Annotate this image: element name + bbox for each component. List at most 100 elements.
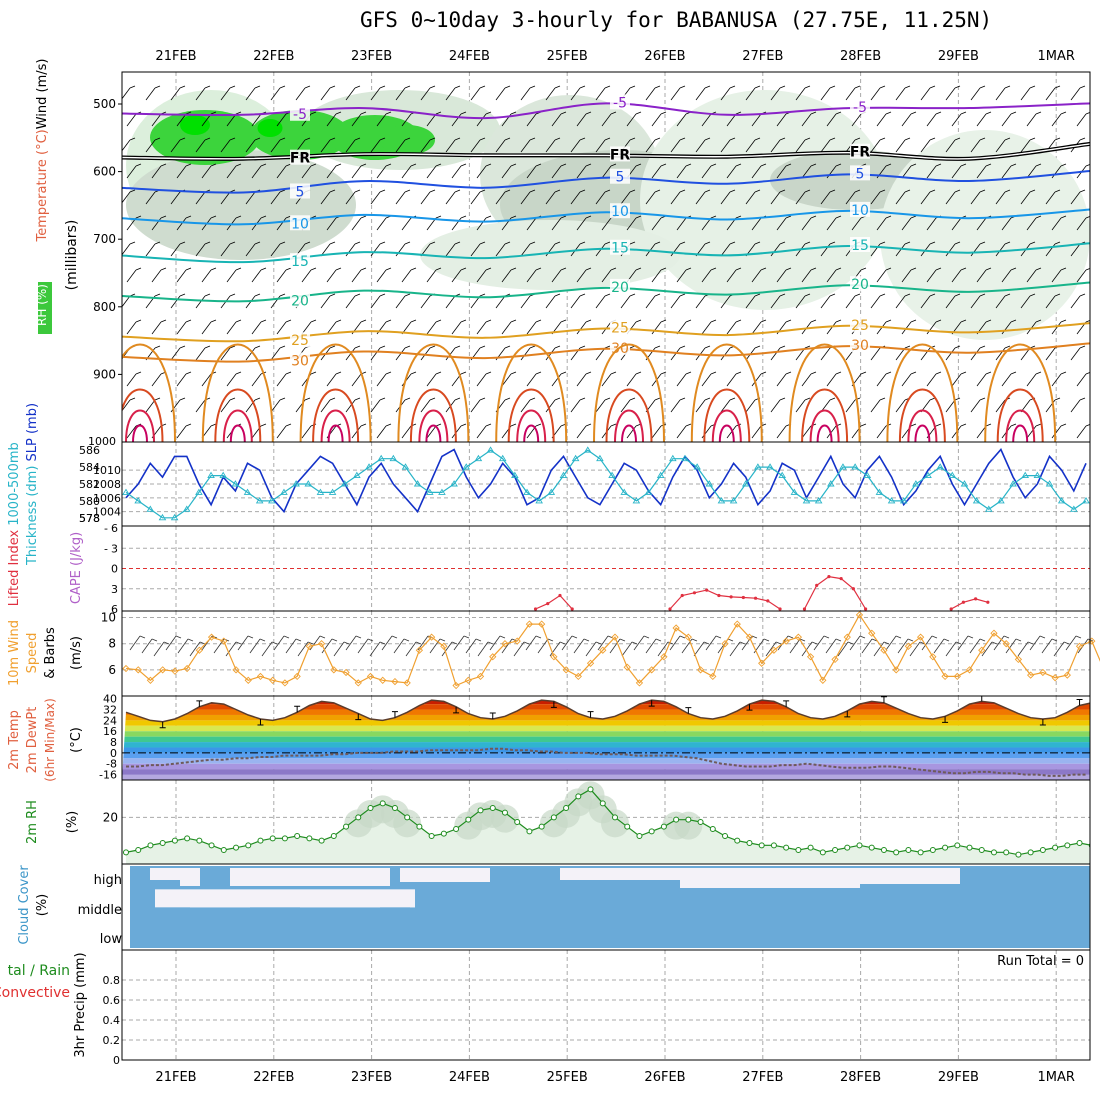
surface-wind-barb (333, 641, 345, 657)
wind-barb-flag (179, 85, 186, 89)
wind-barb-flag (479, 293, 486, 297)
boundary-layer-isotherm (125, 409, 155, 442)
lifted-index-point (778, 607, 782, 611)
wind-barb (220, 243, 231, 257)
thickness-point (863, 471, 872, 479)
surface-wind-barb-flag (943, 638, 950, 642)
wind-barb (376, 269, 387, 283)
temp-ytick: -8 (106, 758, 117, 771)
boundary-layer-isotherm (718, 424, 735, 442)
wind-barb (970, 243, 981, 257)
wind-barb (1051, 425, 1062, 439)
wind-barb-flag (129, 137, 136, 141)
wind-barb-flag (685, 423, 692, 427)
wind-barb-flag (829, 241, 836, 245)
wind-barb-flag (329, 85, 336, 89)
wind-barb-flag (810, 319, 817, 323)
wind-barb-flag (385, 111, 392, 115)
surface-wind-barb-flag (571, 635, 578, 639)
boundary-layer-isotherm (229, 424, 246, 442)
panel-label-part: Wind (m/s) (35, 59, 50, 130)
wind-barb (976, 373, 987, 387)
wind-barb-flag (379, 293, 386, 297)
wind-barb (720, 243, 731, 257)
wind-barb-flag (679, 85, 686, 89)
panel-label-part: 1000-500mb (7, 442, 22, 526)
wind-barb (901, 113, 912, 127)
wind-barb-flag (1035, 111, 1042, 115)
thickness-point (1045, 480, 1054, 487)
wind-barb-flag (485, 319, 492, 323)
wind-barb-flag (910, 163, 917, 167)
boundary-layer-isotherm (907, 409, 938, 442)
wind-barb-flag (1035, 267, 1042, 271)
wind-barb (176, 321, 187, 335)
thickness-point (778, 471, 786, 479)
wind-barb-flag (979, 293, 986, 297)
wind-speed-point (403, 679, 411, 687)
wind-speed-point (574, 672, 582, 681)
bottom-date-label: 21FEB (155, 1070, 196, 1085)
boundary-layer-isotherm (132, 424, 148, 442)
cloud-middle-clear (300, 895, 380, 908)
wind-barb-flag (535, 319, 542, 323)
wind-barb-flag (979, 241, 986, 245)
rh-point (685, 816, 692, 823)
wind-barb (901, 165, 912, 179)
rh-point (587, 786, 594, 793)
panel-label: (6hr Min/Max) (43, 698, 57, 782)
temp-max-marker (1076, 698, 1083, 706)
wind-barb (926, 165, 937, 179)
temp-min-marker (453, 706, 460, 714)
wind-barb-flag (1035, 423, 1042, 427)
thickness-point (887, 497, 896, 504)
top-date-label: 25FEB (547, 49, 588, 64)
wind-speed-point (709, 672, 717, 681)
cloud-high-clear (150, 868, 180, 880)
wind-speed-point (232, 666, 240, 674)
wind-barb-flag (954, 345, 961, 349)
lifted-index-point (766, 599, 770, 603)
wind-barb (1076, 113, 1087, 127)
wind-barb-flag (310, 319, 317, 323)
wind-barb (926, 269, 937, 283)
panel-label-part: CAPE (J/kg) (69, 532, 84, 604)
wind-barb (201, 113, 212, 127)
wind-barb-flag (1085, 215, 1090, 219)
boundary-layer-isotherm (801, 388, 849, 442)
wind-barb-flag (204, 293, 211, 297)
panel-frame (121, 949, 1091, 1061)
wind-barb (251, 321, 262, 335)
wind-barb-flag (304, 241, 311, 245)
isotherm-label-bg (290, 253, 310, 269)
rh-point (1003, 849, 1010, 856)
isotherm-label: -5 (293, 107, 307, 123)
wind-barb-flag (160, 267, 167, 271)
wind-barb (845, 399, 856, 413)
wind-barb (751, 217, 762, 231)
wind-barb-flag (410, 371, 417, 375)
temperature-band (122, 700, 1090, 705)
wind-barb (126, 321, 137, 335)
panel-label-part: Lifted Index (7, 529, 22, 606)
wind-barb (720, 295, 731, 309)
wind-barb (645, 295, 656, 309)
wind-barb-flag (1029, 293, 1036, 297)
wind-barb-flag (785, 371, 792, 375)
isotherm-label: 5 (296, 185, 305, 201)
wind-speed-point (122, 664, 130, 673)
thickness-point (243, 488, 252, 495)
wind-barb-flag (654, 293, 661, 297)
wind-barb-flag (454, 241, 461, 245)
wind-barb-flag (160, 163, 167, 167)
rh-point (453, 826, 460, 832)
isotherm-label-bg (850, 237, 870, 253)
wind-barb-flag (529, 397, 536, 401)
panel-label: RH (%) (35, 284, 49, 326)
wind-barb-flag (954, 293, 961, 297)
surface-wind-barb (813, 635, 825, 651)
thickness-point (231, 480, 240, 487)
surface-wind-barb (549, 641, 561, 657)
isotherm-label-bg (850, 337, 870, 353)
